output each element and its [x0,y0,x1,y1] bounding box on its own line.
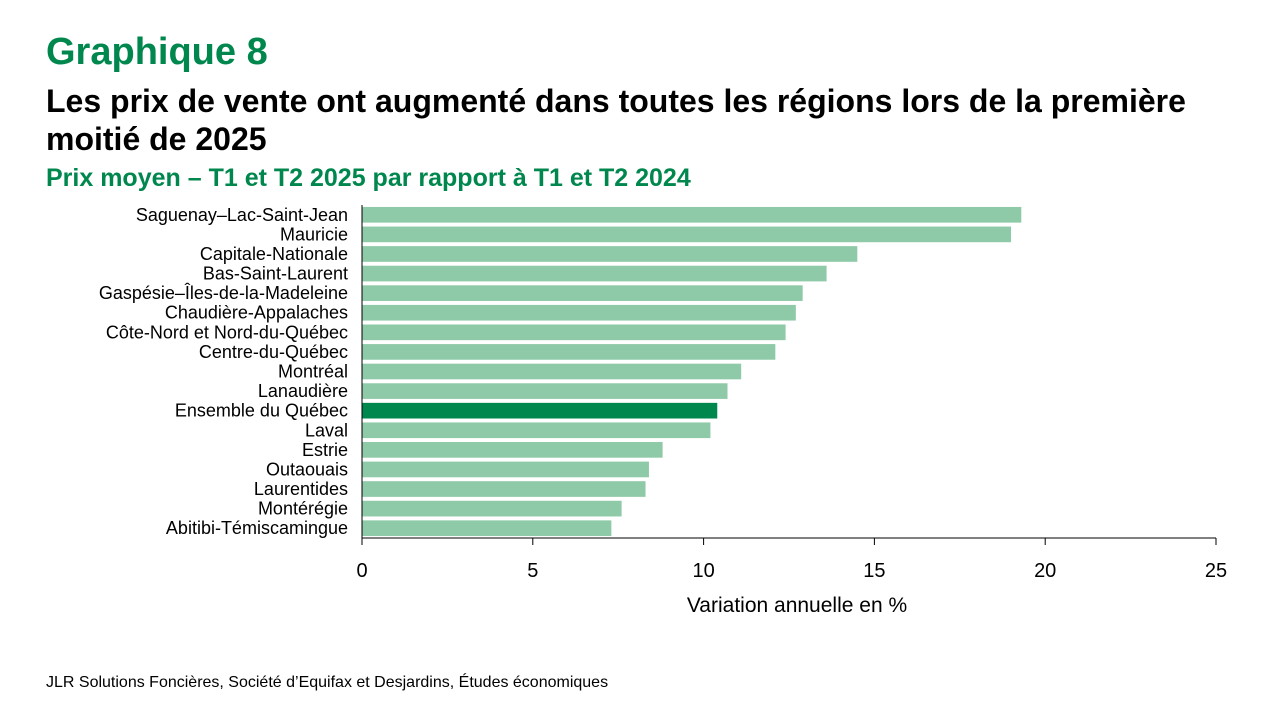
bar [362,304,796,321]
bar [362,226,1012,243]
category-label: Outaouais [266,459,348,479]
chart-subtitle: Prix moyen – T1 et T2 2025 par rapport à… [46,164,691,192]
x-tick-label: 20 [1034,560,1056,582]
category-label: Montérégie [258,499,348,519]
bar [362,265,827,282]
category-label: Côte-Nord et Nord-du-Québec [106,322,348,342]
category-label: Lanaudière [258,381,348,401]
bar [362,422,711,439]
x-tick-label: 25 [1205,560,1227,582]
category-label: Capitale-Nationale [200,244,348,264]
bar-highlight [362,402,718,419]
category-label: Centre-du-Québec [199,342,348,362]
source-note: JLR Solutions Foncières, Société d’Equif… [46,674,609,691]
category-label: Laval [305,420,348,440]
category-label: Mauricie [280,224,348,244]
x-tick-label: 5 [527,560,538,582]
bar [362,520,612,537]
bar [362,500,622,517]
category-label: Montréal [278,362,348,382]
bar [362,383,728,399]
bar [362,344,776,360]
bar [362,461,649,478]
category-label: Bas-Saint-Laurent [203,264,348,284]
chart-title: Les prix de vente ont augmenté dans tout… [46,83,1186,157]
bar [362,324,786,341]
bar [362,206,1022,223]
category-label: Ensemble du Québec [175,401,348,421]
category-label: Abitibi-Témiscamingue [166,518,348,538]
bar [362,442,663,458]
category-label: Laurentides [254,479,348,499]
x-axis-title: Variation annuelle en % [687,594,907,617]
x-tick-label: 15 [863,560,885,582]
bar [362,246,858,262]
chart-kicker: Graphique 8 [46,31,268,73]
bar [362,481,646,497]
bar [362,285,803,301]
category-label: Chaudière-Appalaches [165,303,348,323]
x-tick-label: 0 [356,560,367,582]
category-label: Gaspésie–Îles-de-la-Madeleine [99,283,348,303]
x-tick-label: 10 [692,560,714,582]
category-label: Estrie [302,440,348,460]
category-label: Saguenay–Lac-Saint-Jean [136,205,348,225]
bar [362,363,742,380]
